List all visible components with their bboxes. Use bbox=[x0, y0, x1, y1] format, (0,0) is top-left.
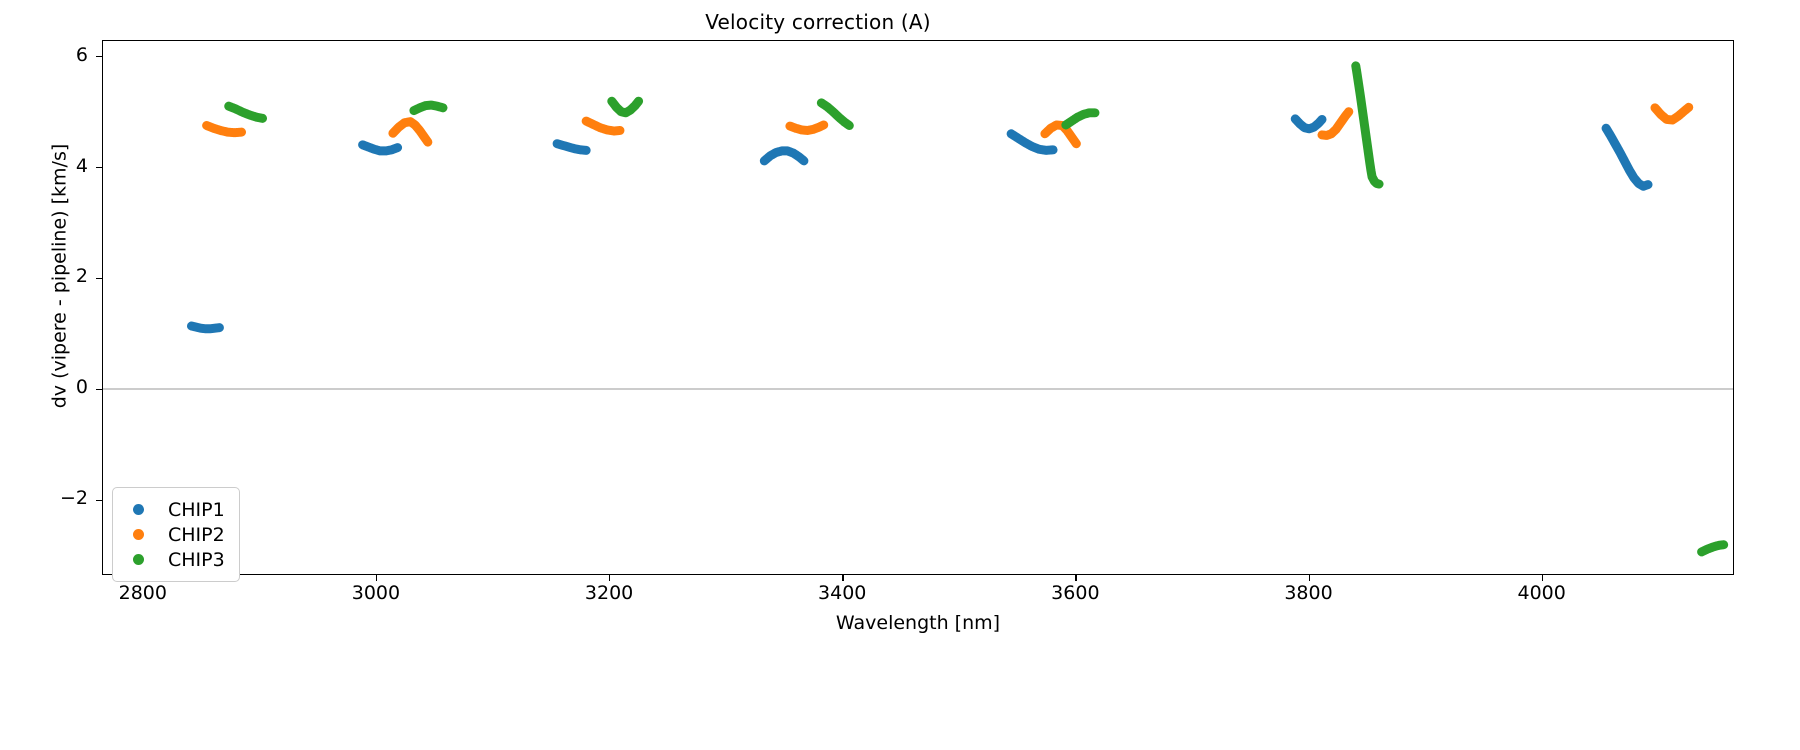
data-segment bbox=[607, 96, 644, 118]
x-tick-mark bbox=[842, 575, 844, 581]
y-tick-mark bbox=[96, 55, 102, 58]
series-chip1 bbox=[186, 114, 1653, 334]
series-chip2 bbox=[202, 102, 1694, 149]
y-tick-mark bbox=[96, 388, 102, 390]
data-segment bbox=[1290, 114, 1327, 134]
y-tick-mark bbox=[96, 277, 102, 280]
data-segment bbox=[1697, 540, 1729, 557]
legend-item[interactable]: CHIP3 bbox=[124, 547, 225, 572]
x-tick-label: 3200 bbox=[584, 582, 634, 604]
legend-marker-chip3 bbox=[133, 554, 144, 565]
data-segment bbox=[816, 98, 854, 130]
data-segment bbox=[224, 101, 267, 123]
y-axis-label: dv (vipere - pipeline) [km/s] bbox=[48, 143, 71, 409]
x-tick-mark bbox=[1308, 575, 1310, 581]
plot-area bbox=[102, 40, 1734, 575]
data-segment bbox=[1601, 123, 1653, 191]
data-segment bbox=[581, 116, 625, 136]
data-segment bbox=[1006, 129, 1058, 155]
data-segment bbox=[785, 120, 829, 135]
legend-label-chip2: CHIP2 bbox=[168, 523, 225, 546]
legend-marker-chip1 bbox=[133, 504, 144, 515]
data-segment bbox=[1040, 120, 1081, 149]
data-segment bbox=[1061, 108, 1100, 130]
data-segment bbox=[202, 121, 247, 138]
x-tick-mark bbox=[1075, 575, 1077, 581]
data-segment bbox=[409, 100, 448, 116]
legend: CHIP1 CHIP2 CHIP3 bbox=[112, 487, 240, 582]
x-tick-label: 4000 bbox=[1517, 582, 1566, 604]
y-tick-mark bbox=[96, 166, 102, 169]
x-tick-mark bbox=[1541, 575, 1543, 581]
legend-item[interactable]: CHIP1 bbox=[124, 497, 225, 522]
x-tick-label: 3400 bbox=[818, 582, 867, 604]
data-segment bbox=[1317, 107, 1354, 140]
data-segment bbox=[552, 139, 591, 155]
x-tick-label: 2800 bbox=[118, 582, 167, 604]
data-segment bbox=[759, 146, 809, 166]
x-tick-label: 3600 bbox=[1051, 582, 1100, 604]
plot-canvas bbox=[103, 61, 1733, 557]
x-tick-label: 3800 bbox=[1284, 582, 1333, 604]
page-title: Velocity correction (A) bbox=[0, 10, 1800, 34]
data-segment bbox=[1351, 61, 1384, 189]
y-tick-mark bbox=[96, 499, 102, 501]
y-tick-label: 0 bbox=[75, 376, 88, 399]
legend-label-chip3: CHIP3 bbox=[168, 548, 225, 571]
data-segment bbox=[388, 117, 433, 147]
x-axis-label: Wavelength [nm] bbox=[835, 612, 1001, 634]
chart-title-text: Velocity correction (A) bbox=[705, 10, 931, 34]
y-tick-label: −2 bbox=[59, 487, 88, 510]
x-tick-mark bbox=[609, 575, 611, 581]
series-chip3 bbox=[224, 61, 1729, 557]
x-tick-mark bbox=[375, 575, 378, 581]
data-segment bbox=[358, 140, 403, 156]
x-tick-label: 3000 bbox=[351, 582, 401, 604]
data-segment bbox=[1650, 102, 1694, 125]
legend-label-chip1: CHIP1 bbox=[168, 498, 225, 521]
y-tick-label: 2 bbox=[75, 265, 88, 288]
data-segment bbox=[186, 321, 224, 334]
legend-item[interactable]: CHIP2 bbox=[124, 522, 225, 547]
y-tick-label: 6 bbox=[75, 43, 88, 66]
legend-marker-chip2 bbox=[133, 529, 144, 540]
y-tick-label: 4 bbox=[75, 154, 88, 177]
